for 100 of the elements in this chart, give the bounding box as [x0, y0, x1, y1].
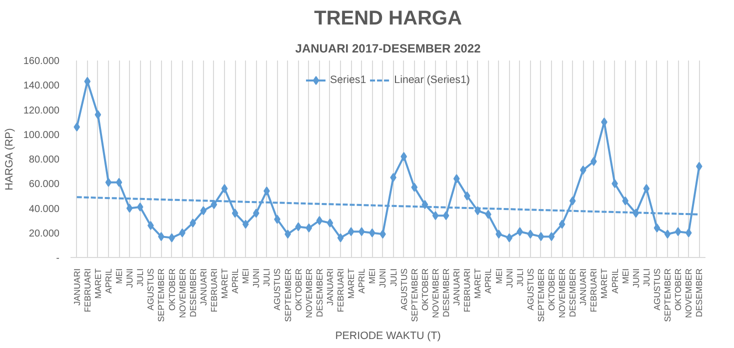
y-tick-label: 40.000 — [28, 204, 60, 215]
x-tick-label: APRIL — [610, 268, 620, 294]
x-tick-label: MEI — [114, 268, 124, 284]
point — [316, 216, 323, 226]
point — [242, 220, 249, 229]
x-tick-label: JULI — [262, 268, 272, 286]
x-tick-label: AGUSTUS — [398, 268, 409, 310]
x-tick-label: NOVEMBER — [684, 268, 694, 318]
point — [221, 184, 228, 194]
legend-label: Linear (Series1) — [394, 74, 470, 86]
x-tick-label: AGUSTUS — [525, 268, 536, 310]
x-tick-label: JANUARI — [198, 268, 208, 306]
x-tick-label: SEPTEMBER — [662, 268, 673, 322]
x-tick-label: FEBRUARI — [336, 268, 346, 312]
point — [200, 206, 207, 216]
x-tick-label: MARET — [346, 268, 356, 299]
x-tick-label: APRIL — [230, 268, 240, 294]
x-tick-label: MARET — [599, 268, 610, 299]
point — [126, 204, 133, 213]
x-tick-label: OKTOBER — [293, 268, 304, 311]
y-tick-label: - — [56, 253, 60, 264]
x-tick-label: AGUSTUS — [272, 268, 282, 310]
x-tick-label: JULI — [514, 268, 525, 286]
x-tick-label: JULI — [388, 268, 398, 286]
y-tick-label: 80.000 — [28, 154, 60, 166]
point — [516, 227, 524, 236]
point — [654, 223, 660, 232]
y-tick-label: 60.000 — [28, 179, 60, 190]
x-tick-label: FEBRUARI — [82, 268, 92, 312]
x-tick-label: JUNI — [251, 268, 262, 288]
legend-label: Series1 — [330, 74, 366, 86]
point — [558, 220, 566, 229]
x-tick-label: SEPTEMBER — [409, 268, 420, 322]
x-tick-label: JUNI — [630, 268, 641, 288]
x-tick-label: MARET — [92, 268, 103, 299]
point — [232, 208, 238, 218]
point — [685, 228, 692, 238]
x-tick-label: APRIL — [483, 268, 494, 294]
y-tick-label: 20.000 — [28, 228, 60, 240]
point — [527, 230, 534, 239]
x-tick-label: NOVEMBER — [177, 268, 188, 318]
point — [306, 223, 312, 232]
x-tick-label: SEPTEMBER — [156, 268, 166, 322]
x-tick-label: MEI — [494, 268, 504, 284]
x-tick-label: AGUSTUS — [652, 268, 662, 310]
x-tick-label: FEBRUARI — [588, 268, 599, 312]
chart-title: TREND HARGA — [314, 8, 462, 30]
x-tick-label: JUNI — [378, 268, 388, 288]
y-tick-label: 160.000 — [23, 56, 60, 67]
point — [358, 227, 365, 236]
point — [252, 208, 260, 218]
x-tick-label: SEPTEMBER — [282, 268, 293, 322]
x-tick-label: MEI — [367, 268, 378, 284]
point — [105, 178, 112, 187]
x-tick-label: JUNI — [124, 268, 135, 288]
point — [326, 218, 334, 228]
point — [664, 230, 671, 239]
point — [453, 174, 460, 184]
point — [348, 227, 354, 236]
point — [411, 182, 418, 192]
x-tick-label: MEI — [240, 268, 251, 284]
point — [538, 232, 544, 242]
x-tick-label: NOVEMBER — [304, 268, 314, 318]
x-tick-label: OKTOBER — [420, 268, 430, 311]
point — [295, 222, 302, 232]
point — [569, 196, 576, 206]
x-tick-label: MARET — [220, 268, 230, 299]
x-tick-label: OKTOBER — [546, 268, 556, 311]
x-axis-title: PERIODE WAKTU (T) — [335, 330, 441, 342]
x-tick-label: FEBRUARI — [462, 268, 472, 312]
x-tick-label: DESEMBER — [694, 268, 704, 318]
x-tick-label: JULI — [135, 268, 146, 286]
point — [116, 178, 122, 187]
point — [580, 166, 586, 175]
x-tick-label: AGUSTUS — [146, 268, 156, 310]
y-tick-label: 100.000 — [23, 130, 60, 141]
x-tick-label: JANUARI — [578, 268, 588, 306]
point — [464, 191, 470, 200]
x-tick-label: DESEMBER — [441, 268, 452, 318]
point — [337, 233, 344, 242]
x-tick-label: DESEMBER — [188, 268, 198, 318]
x-tick-label: JANUARI — [452, 268, 462, 306]
x-tick-label: MARET — [472, 268, 483, 299]
x-tick-label: DESEMBER — [314, 268, 324, 318]
y-tick-label: 120.000 — [23, 105, 60, 116]
y-axis-title: HARGA (RP) — [3, 128, 16, 190]
x-tick-label: JULI — [641, 268, 652, 286]
x-tick-label: APRIL — [356, 268, 367, 294]
point — [190, 218, 196, 228]
point — [136, 202, 144, 212]
x-tick-label: DESEMBER — [568, 268, 578, 318]
x-tick-label: SEPTEMBER — [536, 268, 546, 322]
point — [548, 232, 555, 242]
y-tick-label: 140.000 — [23, 80, 60, 92]
x-tick-label: APRIL — [103, 268, 114, 294]
x-tick-label: NOVEMBER — [430, 268, 440, 318]
x-tick-label: MEI — [620, 268, 630, 284]
x-tick-label: JANUARI — [72, 268, 82, 306]
x-tick-label: JUNI — [504, 268, 514, 288]
x-tick-label: OKTOBER — [673, 268, 684, 311]
